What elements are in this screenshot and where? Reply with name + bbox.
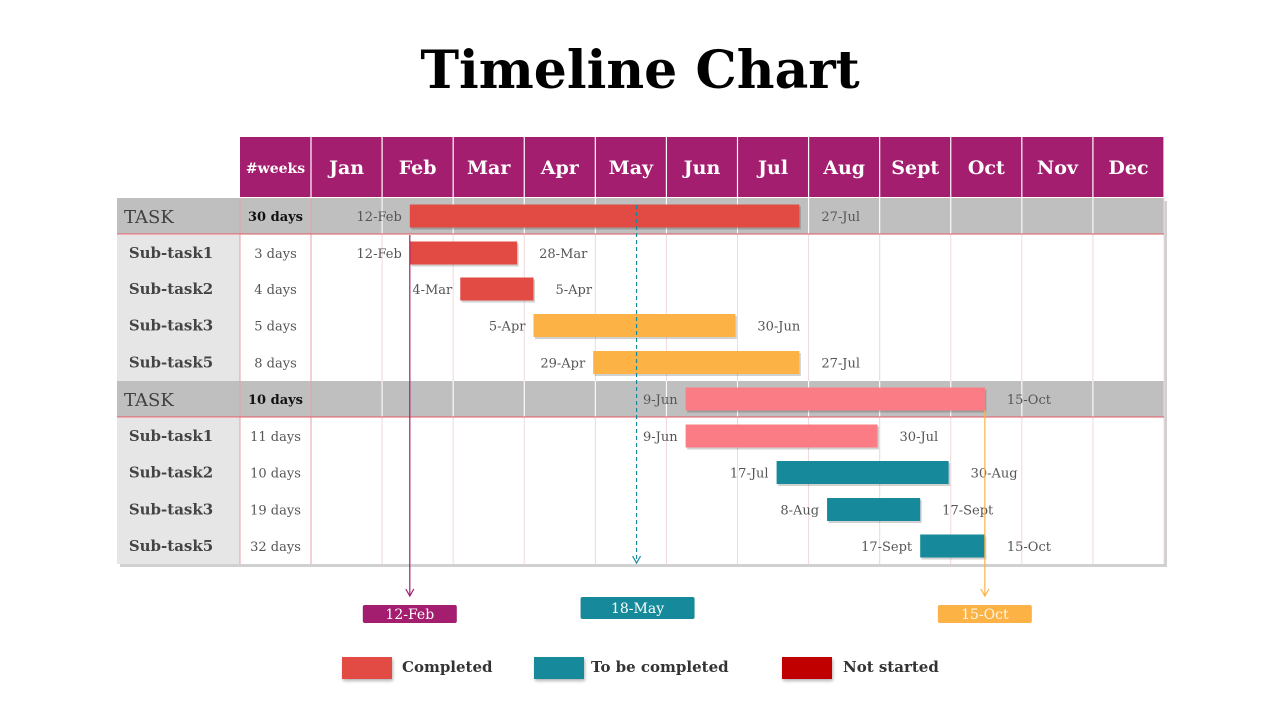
label-cell-bg xyxy=(117,235,240,271)
bar-start-label: 17-Jul xyxy=(730,467,769,482)
legend-swatch-completed xyxy=(342,657,392,679)
subtask-duration: 8 days xyxy=(254,357,297,372)
label-cell-bg xyxy=(117,528,240,564)
task-duration: 30 days xyxy=(248,210,303,225)
label-cell-bg xyxy=(117,418,240,454)
bar-end-label: 30-Aug xyxy=(971,467,1018,482)
bar-end-label: 15-Oct xyxy=(1007,393,1052,408)
marker-tag xyxy=(580,597,695,619)
subtask-label: Sub-task5 xyxy=(129,537,213,555)
gantt-bar xyxy=(533,314,736,337)
subtask-label: Sub-task2 xyxy=(129,464,213,482)
month-header-jan: Jan xyxy=(327,157,364,179)
marker-arrowhead xyxy=(405,588,415,598)
header-row xyxy=(240,137,1164,197)
task-label: TASK xyxy=(124,390,174,411)
bar-start-label: 4-Mar xyxy=(412,283,453,298)
task-label: TASK xyxy=(124,207,174,228)
task-duration: 10 days xyxy=(248,393,303,408)
subtask-label: Sub-task3 xyxy=(129,501,213,519)
marker-label: 12-Feb xyxy=(385,607,434,623)
marker-tag xyxy=(362,605,457,623)
month-header-nov: Nov xyxy=(1037,157,1079,179)
bar-start-label: 12-Feb xyxy=(357,247,402,262)
bar-end-label: 27-Jul xyxy=(821,210,860,225)
month-header-feb: Feb xyxy=(399,157,437,179)
month-header-sept: Sept xyxy=(891,157,939,179)
gantt-bar xyxy=(460,277,534,301)
subtask-duration: 11 days xyxy=(250,430,301,445)
marker-tag xyxy=(937,605,1032,623)
subtask-label: Sub-task3 xyxy=(129,317,213,335)
bar-end-label: 15-Oct xyxy=(1007,540,1052,555)
subtask-label: Sub-task1 xyxy=(129,427,213,445)
month-header-may: May xyxy=(609,157,654,179)
bar-end-label: 17-Sept xyxy=(942,504,994,519)
subtask-label: Sub-task2 xyxy=(129,280,213,298)
gantt-bar xyxy=(409,241,518,265)
month-header-jul: Jul xyxy=(756,157,788,179)
month-header-jun: Jun xyxy=(682,157,721,179)
label-cell-bg xyxy=(117,491,240,528)
bar-start-label: 17-Sept xyxy=(861,540,913,555)
bar-end-label: 27-Jul xyxy=(821,357,860,372)
label-cell-bg xyxy=(117,454,240,491)
bar-start-label: 29-Apr xyxy=(540,357,586,372)
label-cell-bg xyxy=(117,307,240,344)
month-header-dec: Dec xyxy=(1108,157,1148,179)
label-cell-bg xyxy=(117,271,240,307)
legend-label-not-started: Not started xyxy=(843,658,939,676)
label-cell-bg xyxy=(117,344,240,381)
legend-swatch-not-started xyxy=(782,657,832,679)
subtask-label: Sub-task1 xyxy=(129,244,213,262)
month-header-mar: Mar xyxy=(467,157,511,179)
gantt-bar xyxy=(685,424,878,448)
legend-label-completed: Completed xyxy=(402,658,493,676)
subtask-duration: 19 days xyxy=(250,504,301,519)
subtask-duration: 5 days xyxy=(254,320,297,335)
header-weeks: #weeks xyxy=(246,161,305,177)
bar-start-label: 5-Apr xyxy=(489,320,526,335)
gantt-bar xyxy=(827,498,921,521)
subtask-duration: 32 days xyxy=(250,540,301,555)
legend-label-to-be-completed: To be completed xyxy=(591,658,729,676)
task-row-bg xyxy=(117,381,1164,417)
marker-arrowhead xyxy=(632,555,642,565)
bar-start-label: 9-Jun xyxy=(643,393,678,408)
month-header-aug: Aug xyxy=(822,157,865,179)
bar-start-label: 9-Jun xyxy=(643,430,678,445)
month-header-oct: Oct xyxy=(968,157,1005,179)
chart-title: Timeline Chart xyxy=(420,40,860,101)
marker-label: 15-Oct xyxy=(961,607,1009,623)
subtask-label: Sub-task5 xyxy=(129,354,213,372)
gantt-bar xyxy=(920,534,985,558)
bar-end-label: 30-Jul xyxy=(900,430,939,445)
subtask-duration: 3 days xyxy=(254,247,297,262)
subtask-duration: 4 days xyxy=(254,283,297,298)
bar-end-label: 5-Apr xyxy=(555,283,592,298)
bar-end-label: 28-Mar xyxy=(539,247,588,262)
gantt-bar xyxy=(593,351,800,374)
marker-arrowhead xyxy=(980,588,990,598)
gantt-bar xyxy=(685,387,985,411)
bar-end-label: 30-Jun xyxy=(757,320,801,335)
gantt-bar xyxy=(776,461,949,484)
subtask-duration: 10 days xyxy=(250,467,301,482)
month-header-apr: Apr xyxy=(540,157,580,179)
bar-start-label: 8-Aug xyxy=(780,504,819,519)
bar-start-label: 12-Feb xyxy=(357,210,402,225)
legend-swatch-to-be-completed xyxy=(534,657,584,679)
marker-label: 18-May xyxy=(611,601,664,617)
gantt-bar xyxy=(409,204,800,228)
